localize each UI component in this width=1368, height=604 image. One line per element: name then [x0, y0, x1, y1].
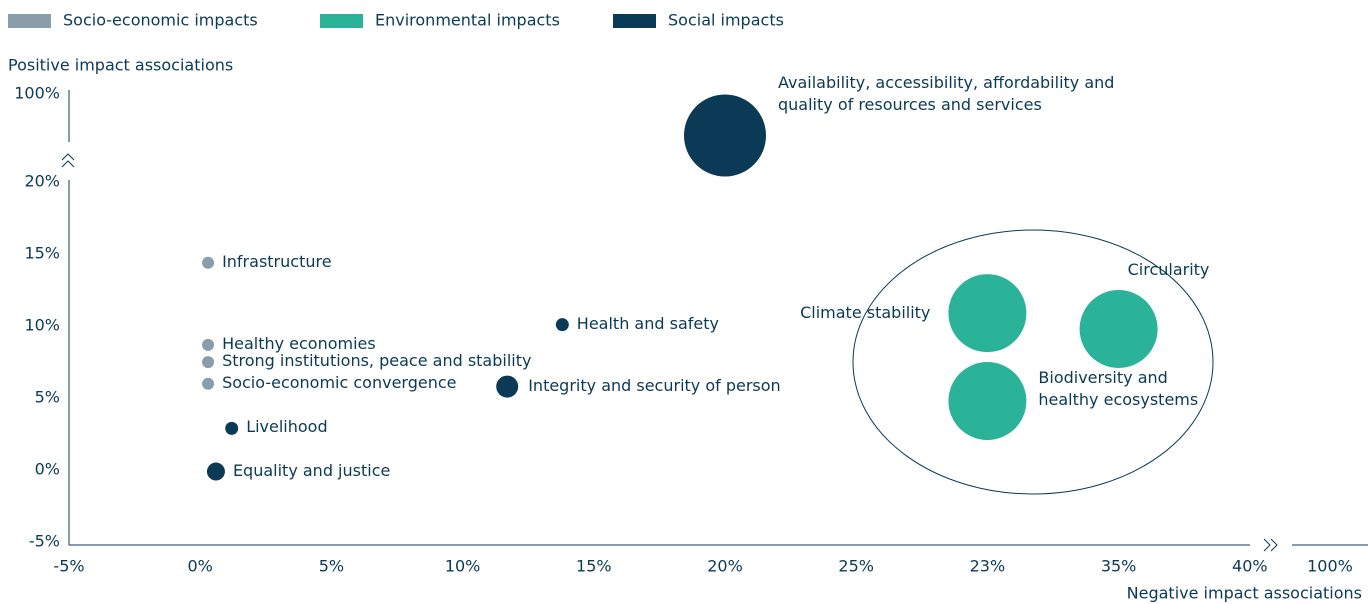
- legend-label: Environmental impacts: [375, 11, 560, 30]
- bubble: [202, 338, 215, 351]
- x-tick-label: -5%: [53, 557, 84, 576]
- bubble-label: Availability, accessibility, affordabili…: [778, 72, 1115, 114]
- x-tick-label: 40%: [1232, 557, 1268, 576]
- bubble: [948, 274, 1027, 353]
- bubble: [202, 377, 215, 390]
- bubble-label: Circularity: [1127, 260, 1210, 279]
- legend-label: Socio-economic impacts: [63, 11, 258, 30]
- bubble: [1079, 290, 1158, 368]
- bubble-label: Climate stability: [800, 303, 931, 323]
- bubble-label: Livelihood: [246, 417, 328, 437]
- x-tick-label: 25%: [838, 557, 874, 576]
- bubble-label: Health and safety: [576, 313, 719, 333]
- bubble-label: Socio-economic convergence: [222, 372, 457, 392]
- bubble-label: Biodiversity and healthy ecosystems: [1038, 368, 1199, 409]
- bubble: [555, 318, 569, 332]
- bubble: [202, 256, 215, 269]
- bubble-label: Infrastructure: [222, 251, 332, 271]
- bubble: [684, 94, 766, 177]
- x-tick-label: 23%: [970, 557, 1006, 576]
- cluster-ellipse: [852, 229, 1214, 495]
- x-tick-label: 10%: [445, 557, 481, 576]
- bubble-label: Healthy economies: [222, 333, 376, 353]
- y-tick-label: -5%: [29, 532, 60, 551]
- y-axis-label: Positive impact associations: [8, 56, 233, 75]
- x-tick-label: 5%: [319, 557, 344, 576]
- y-axis-break: [61, 153, 75, 168]
- bubble-label: Equality and justice: [232, 460, 391, 480]
- legend-label: Social impacts: [668, 11, 784, 30]
- y-tick-label: 0%: [35, 460, 60, 479]
- legend-swatch: [320, 14, 363, 28]
- y-tick-label: 100%: [14, 84, 60, 103]
- x-axis-break: [1263, 538, 1278, 552]
- legend-swatch: [8, 14, 51, 28]
- x-tick-label: 15%: [576, 557, 612, 576]
- bubble: [496, 375, 519, 398]
- x-tick-label: 0%: [188, 557, 213, 576]
- bubble: [206, 462, 225, 481]
- y-tick-label: 15%: [24, 244, 60, 263]
- bubble: [202, 356, 215, 369]
- legend-swatch: [613, 14, 656, 28]
- y-tick-label: 20%: [24, 172, 60, 191]
- x-tick-label: 100%: [1307, 557, 1353, 576]
- x-tick-label: 35%: [1101, 557, 1137, 576]
- x-tick-label: 20%: [707, 557, 743, 576]
- bubble: [948, 362, 1027, 440]
- x-axis-label: Negative impact associations: [1127, 584, 1362, 603]
- bubble-label: Integrity and security of person: [528, 375, 781, 395]
- bubble: [225, 421, 239, 435]
- y-tick-label: 5%: [35, 388, 60, 407]
- bubble-label: Strong institutions, peace and stability: [222, 351, 532, 371]
- y-tick-label: 10%: [24, 316, 60, 335]
